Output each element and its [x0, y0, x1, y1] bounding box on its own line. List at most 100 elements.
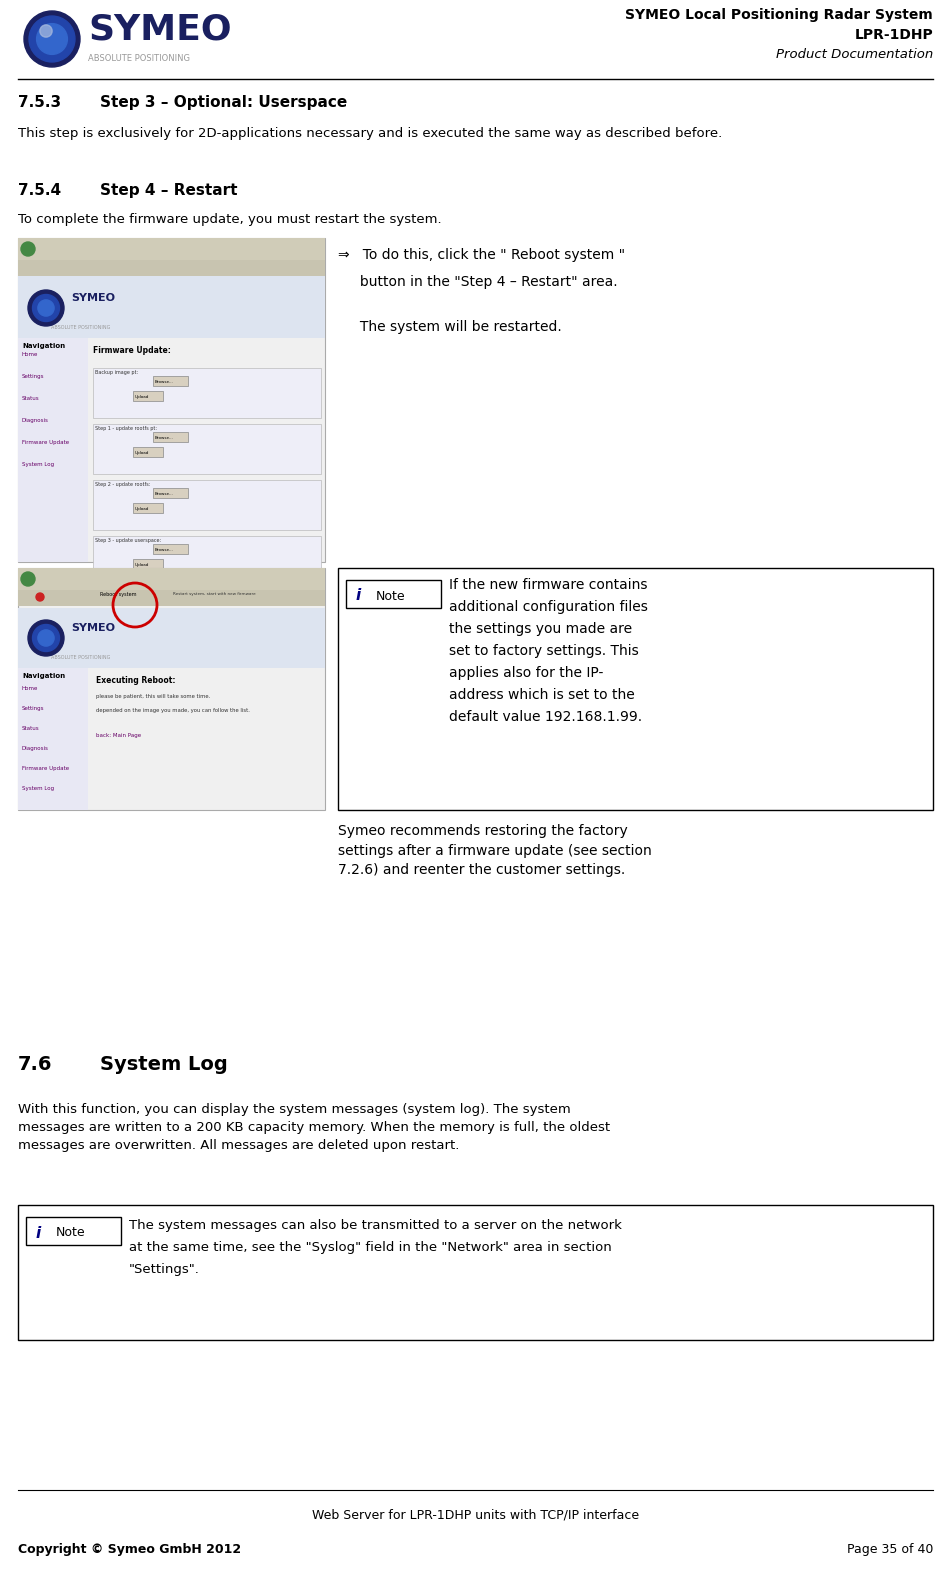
Text: SYMEO: SYMEO	[88, 13, 232, 46]
Circle shape	[32, 295, 60, 322]
Text: Executing Reboot:: Executing Reboot:	[96, 675, 176, 685]
Text: Status: Status	[22, 726, 40, 731]
Text: ABSOLUTE POSITIONING: ABSOLUTE POSITIONING	[88, 54, 190, 64]
Text: Diagnosis: Diagnosis	[22, 746, 49, 750]
Text: The system messages can also be transmitted to a server on the network: The system messages can also be transmit…	[129, 1219, 622, 1231]
FancyBboxPatch shape	[93, 424, 321, 475]
Circle shape	[28, 620, 64, 656]
Text: Step 3 - update userspace:: Step 3 - update userspace:	[95, 538, 161, 543]
Text: Upload: Upload	[135, 562, 149, 567]
FancyBboxPatch shape	[153, 487, 188, 499]
Text: 7.5.4: 7.5.4	[18, 183, 61, 198]
Circle shape	[24, 11, 80, 67]
Text: 7.5.3: 7.5.3	[18, 96, 61, 110]
Text: To complete the firmware update, you must restart the system.: To complete the firmware update, you mus…	[18, 213, 441, 226]
Text: Step 3 – Optional: Userspace: Step 3 – Optional: Userspace	[100, 96, 347, 110]
FancyBboxPatch shape	[93, 479, 321, 530]
Text: With this function, you can display the system messages (system log). The system: With this function, you can display the …	[18, 1102, 611, 1152]
Text: This step is exclusively for 2D-applications necessary and is executed the same : This step is exclusively for 2D-applicat…	[18, 127, 722, 140]
Circle shape	[21, 572, 35, 586]
Text: Browse...: Browse...	[155, 492, 174, 495]
Text: i: i	[356, 588, 361, 604]
Circle shape	[38, 299, 54, 315]
FancyBboxPatch shape	[346, 580, 441, 609]
FancyBboxPatch shape	[133, 559, 163, 569]
Text: System Log: System Log	[22, 462, 54, 467]
Text: SYMEO: SYMEO	[71, 623, 115, 632]
Circle shape	[36, 593, 44, 601]
Text: Web Server for LPR-1DHP units with TCP/IP interface: Web Server for LPR-1DHP units with TCP/I…	[312, 1509, 639, 1521]
Text: System Log: System Log	[100, 1055, 227, 1074]
Text: Browse...: Browse...	[155, 381, 174, 384]
FancyBboxPatch shape	[18, 237, 325, 260]
Text: Firmware Update: Firmware Update	[22, 440, 69, 444]
FancyBboxPatch shape	[18, 667, 88, 809]
Text: Upload: Upload	[135, 507, 149, 511]
Circle shape	[38, 629, 54, 647]
Text: Step 1 - update rootfs pt:: Step 1 - update rootfs pt:	[95, 425, 157, 432]
Text: set to factory settings. This: set to factory settings. This	[449, 644, 639, 658]
Text: Home: Home	[22, 687, 38, 691]
Text: Step 4 – Restart: Step 4 – Restart	[100, 183, 238, 198]
Circle shape	[28, 290, 64, 327]
Text: Diagnosis: Diagnosis	[22, 417, 49, 424]
Text: Restart system, start with new firmware: Restart system, start with new firmware	[173, 593, 256, 596]
Text: Upload: Upload	[135, 395, 149, 398]
FancyBboxPatch shape	[153, 432, 188, 441]
Text: Page 35 of 40: Page 35 of 40	[846, 1544, 933, 1556]
Text: additional configuration files: additional configuration files	[449, 601, 648, 613]
Text: Settings: Settings	[22, 374, 45, 379]
Text: Symeo recommends restoring the factory
settings after a firmware update (see sec: Symeo recommends restoring the factory s…	[338, 824, 651, 878]
FancyBboxPatch shape	[18, 276, 325, 338]
FancyBboxPatch shape	[153, 376, 188, 386]
Text: Product Documentation: Product Documentation	[776, 48, 933, 61]
Circle shape	[36, 24, 68, 54]
FancyBboxPatch shape	[93, 535, 321, 586]
Text: LPR-1DHP: LPR-1DHP	[854, 29, 933, 41]
Text: depended on the image you made, you can follow the list.: depended on the image you made, you can …	[96, 707, 250, 714]
FancyBboxPatch shape	[18, 569, 325, 809]
Text: applies also for the IP-: applies also for the IP-	[449, 666, 603, 680]
Text: The system will be restarted.: The system will be restarted.	[338, 320, 562, 335]
FancyBboxPatch shape	[18, 260, 325, 276]
Circle shape	[40, 25, 52, 37]
Text: default value 192.168.1.99.: default value 192.168.1.99.	[449, 710, 642, 723]
FancyBboxPatch shape	[26, 1217, 121, 1246]
FancyBboxPatch shape	[133, 503, 163, 513]
Text: SYMEO: SYMEO	[71, 293, 115, 303]
FancyBboxPatch shape	[93, 594, 321, 620]
Text: address which is set to the: address which is set to the	[449, 688, 634, 703]
Text: Step 2 - update rootfs:: Step 2 - update rootfs:	[95, 483, 150, 487]
Text: Status: Status	[22, 397, 40, 401]
Text: "Settings".: "Settings".	[129, 1263, 200, 1276]
Text: ABSOLUTE POSITIONING: ABSOLUTE POSITIONING	[51, 655, 110, 660]
Text: If the new firmware contains: If the new firmware contains	[449, 578, 648, 593]
FancyBboxPatch shape	[98, 585, 168, 597]
FancyBboxPatch shape	[133, 390, 163, 401]
Text: button in the "Step 4 – Restart" area.: button in the "Step 4 – Restart" area.	[338, 276, 617, 288]
Text: Copyright © Symeo GmbH 2012: Copyright © Symeo GmbH 2012	[18, 1544, 242, 1556]
Text: the settings you made are: the settings you made are	[449, 621, 632, 636]
Text: Browse...: Browse...	[155, 548, 174, 553]
Text: Firmware Update: Firmware Update	[22, 766, 69, 771]
Text: Upload: Upload	[135, 451, 149, 456]
Circle shape	[29, 16, 75, 62]
Text: Backup image pt:: Backup image pt:	[95, 370, 138, 374]
FancyBboxPatch shape	[133, 448, 163, 457]
Text: Note: Note	[56, 1227, 86, 1239]
Text: SYMEO Local Positioning Radar System: SYMEO Local Positioning Radar System	[625, 8, 933, 22]
Text: Note: Note	[376, 589, 406, 602]
Text: Navigation: Navigation	[22, 342, 65, 349]
Text: please be patient, this will take some time.: please be patient, this will take some t…	[96, 695, 210, 699]
Text: Browse...: Browse...	[155, 436, 174, 440]
Text: Home: Home	[22, 352, 38, 357]
FancyBboxPatch shape	[18, 569, 325, 589]
Text: 7.6: 7.6	[18, 1055, 52, 1074]
Text: back: Main Page: back: Main Page	[96, 733, 141, 738]
Text: Firmware Update:: Firmware Update:	[93, 346, 171, 355]
Text: Settings: Settings	[22, 706, 45, 710]
Text: ⇒   To do this, click the " Reboot system ": ⇒ To do this, click the " Reboot system …	[338, 249, 625, 261]
Text: System Log: System Log	[22, 785, 54, 792]
Circle shape	[32, 624, 60, 652]
FancyBboxPatch shape	[18, 237, 325, 562]
